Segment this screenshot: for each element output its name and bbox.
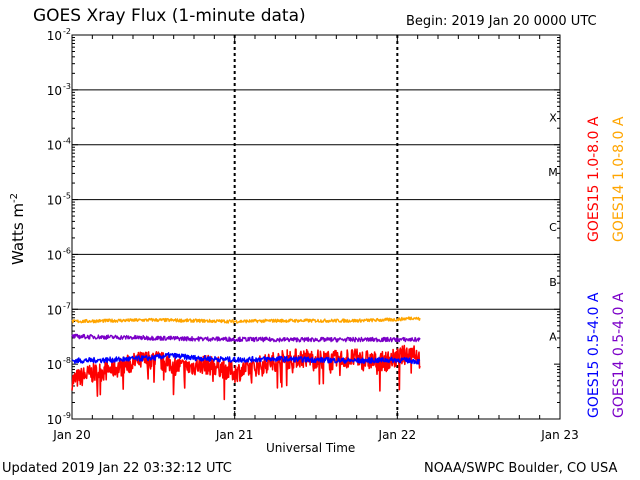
- y-tick-exponent: -4: [63, 137, 71, 146]
- y-axis-label-exp: -2: [9, 192, 20, 203]
- flare-class-label: M: [548, 166, 558, 179]
- legend-entry: GOES14 0.5-4.0 A: [611, 292, 627, 418]
- y-tick-label: 10: [47, 84, 62, 98]
- flare-class-label: X: [549, 111, 557, 124]
- chart-title: GOES Xray Flux (1-minute data): [33, 6, 306, 26]
- legend-entry: GOES14 1.0-8.0 A: [611, 116, 627, 242]
- y-tick-exponent: -7: [63, 301, 71, 310]
- y-tick-label: 10: [47, 303, 62, 317]
- y-tick-label: 10: [47, 413, 62, 427]
- updated-time: Updated 2019 Jan 22 03:32:12 UTC: [2, 461, 232, 476]
- y-tick-exponent: -5: [63, 192, 71, 201]
- y-tick-exponent: -8: [63, 356, 71, 365]
- y-tick-exponent: -6: [63, 246, 71, 255]
- series-line: [71, 316, 421, 324]
- x-tick-label: Jan 23: [540, 428, 579, 442]
- y-tick-exponent: -9: [63, 411, 71, 420]
- series-line: [71, 344, 421, 401]
- x-tick-label: Jan 21: [215, 428, 254, 442]
- y-tick-label: 10: [47, 248, 62, 262]
- y-tick-label: 10: [47, 358, 62, 372]
- begin-time: Begin: 2019 Jan 20 0000 UTC: [406, 14, 597, 29]
- y-tick-label: 10: [47, 139, 62, 153]
- y-axis-label-text: Watts m: [9, 202, 27, 265]
- y-tick-exponent: -3: [63, 82, 71, 91]
- flare-class-label: A: [549, 331, 557, 344]
- legend-entry: GOES15 1.0-8.0 A: [586, 116, 602, 242]
- legend-entry: GOES15 0.5-4.0 A: [586, 292, 602, 418]
- x-axis-label: Universal Time: [266, 441, 356, 455]
- x-tick-label: Jan 20: [52, 428, 91, 442]
- flare-class-label: C: [549, 221, 557, 234]
- x-tick-label: Jan 22: [378, 428, 417, 442]
- y-axis-label: Watts m-2: [9, 193, 27, 265]
- credit: NOAA/SWPC Boulder, CO USA: [424, 461, 618, 476]
- series-line: [71, 352, 421, 365]
- y-tick-label: 10: [47, 194, 62, 208]
- y-tick-exponent: -2: [63, 27, 71, 36]
- series-line: [71, 333, 421, 343]
- y-tick-label: 10: [47, 29, 62, 43]
- flare-class-label: B: [549, 276, 557, 289]
